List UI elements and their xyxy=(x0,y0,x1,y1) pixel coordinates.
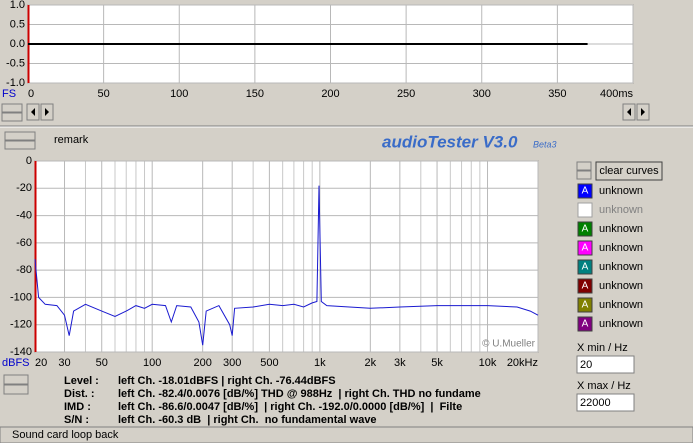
result-label: Level : xyxy=(64,375,99,387)
y-tick-label: 1.0 xyxy=(10,0,25,11)
channel-letter: A xyxy=(582,262,589,273)
channel-letter: A xyxy=(582,224,589,235)
y-tick-label: -1.0 xyxy=(6,77,25,89)
spin-down[interactable] xyxy=(1,112,23,122)
spin-up[interactable] xyxy=(1,103,23,113)
channel-swatch xyxy=(577,297,593,313)
x-tick-label: 20kHz xyxy=(507,357,538,369)
top-scroll-controls[interactable] xyxy=(1,103,650,122)
spin-up[interactable] xyxy=(4,131,36,141)
x-tick-label: 5k xyxy=(431,357,443,369)
channel-label: unknown xyxy=(599,261,643,273)
result-text: left Ch. -60.3 dB | right Ch. no fundame… xyxy=(118,414,377,426)
channel-label: unknown xyxy=(599,280,643,292)
y-tick-label: -60 xyxy=(16,237,32,249)
spin-up[interactable] xyxy=(3,374,29,385)
y-tick-label: -20 xyxy=(16,182,32,194)
x-axis-prefix: FS xyxy=(2,88,16,100)
result-label: Dist. : xyxy=(64,388,95,400)
xmin-label: X min / Hz xyxy=(577,342,628,354)
channel-label: unknown xyxy=(599,299,643,311)
channel-letter: A xyxy=(582,186,589,197)
y-tick-label: 0 xyxy=(26,155,32,167)
xmax-label: X max / Hz xyxy=(577,380,631,392)
x-tick-label: 10k xyxy=(479,357,497,369)
arrow-icon xyxy=(45,108,49,116)
status-text: Sound card loop back xyxy=(12,429,119,441)
spin-down[interactable] xyxy=(3,384,29,395)
channel-letter: A xyxy=(582,300,589,311)
x-tick-label: 300 xyxy=(473,88,491,100)
x-tick-label: 150 xyxy=(246,88,264,100)
channel-swatch xyxy=(577,240,593,256)
x-axis-prefix: dBFS xyxy=(2,357,30,369)
xmax-input[interactable] xyxy=(576,393,635,412)
x-tick-label: 1k xyxy=(314,357,326,369)
y-tick-label: -140 xyxy=(10,346,32,358)
channel-swatch xyxy=(577,202,593,218)
app-title: audioTester V3.0 xyxy=(382,132,518,151)
result-label: IMD : xyxy=(64,401,91,413)
channel-label: unknown xyxy=(599,204,643,216)
x-tick-label: 30 xyxy=(58,357,70,369)
y-tick-label: -0.5 xyxy=(6,57,25,69)
channel-swatch xyxy=(577,183,593,199)
y-tick-label: -100 xyxy=(10,291,32,303)
x-tick-label: 200 xyxy=(193,357,211,369)
xmin-value: 20 xyxy=(580,359,592,371)
plot-area xyxy=(34,160,539,353)
x-tick-label: 2k xyxy=(365,357,377,369)
spin-up[interactable] xyxy=(576,161,592,171)
x-tick-label: 50 xyxy=(96,357,108,369)
x-tick-label: 3k xyxy=(394,357,406,369)
result-text: left Ch. -86.6/0.0047 [dB/%] | right Ch.… xyxy=(118,401,462,413)
x-tick-label: 200 xyxy=(321,88,339,100)
arrow-icon xyxy=(641,108,645,116)
channel-label: unknown xyxy=(599,318,643,330)
channel-label: unknown xyxy=(599,185,643,197)
clear-curves-label: clear curves xyxy=(599,165,659,177)
x-tick-label: 400ms xyxy=(600,88,634,100)
status-bar xyxy=(0,426,693,443)
y-tick-label: -40 xyxy=(16,209,32,221)
x-tick-label: 250 xyxy=(397,88,415,100)
y-tick-label: -80 xyxy=(16,264,32,276)
xmax-value: 22000 xyxy=(580,397,611,409)
data-line xyxy=(34,185,539,346)
spin-down[interactable] xyxy=(576,170,592,180)
xmin-input[interactable] xyxy=(576,355,635,374)
x-tick-label: 300 xyxy=(223,357,241,369)
channel-label: unknown xyxy=(599,242,643,254)
clear-curves-button[interactable] xyxy=(595,161,663,181)
y-tick-label: 0.0 xyxy=(10,38,25,50)
channel-swatch xyxy=(577,221,593,237)
x-tick-label: 20 xyxy=(35,357,47,369)
channel-letter: A xyxy=(582,243,589,254)
channel-swatch xyxy=(577,259,593,275)
channel-swatch xyxy=(577,278,593,294)
result-label: S/N : xyxy=(64,414,89,426)
x-tick-label: 500 xyxy=(260,357,278,369)
x-tick-label: 350 xyxy=(548,88,566,100)
channel-letter: A xyxy=(582,319,589,330)
watermark: © U.Mueller xyxy=(482,339,536,350)
spin-down[interactable] xyxy=(4,140,36,150)
y-tick-label: 0.5 xyxy=(10,18,25,30)
x-tick-label: 100 xyxy=(143,357,161,369)
result-text: left Ch. -82.4/0.0076 [dB/%] THD @ 988Hz… xyxy=(118,388,481,400)
channel-letter: A xyxy=(582,281,589,292)
app-beta: Beta3 xyxy=(533,139,557,149)
x-tick-label: 50 xyxy=(98,88,110,100)
arrow-icon xyxy=(31,108,35,116)
channel-swatch xyxy=(577,316,593,332)
y-tick-label: -120 xyxy=(10,319,32,331)
remark-label: remark xyxy=(54,134,89,146)
arrow-icon xyxy=(627,108,631,116)
x-tick-label: 0 xyxy=(28,88,34,100)
channel-label: unknown xyxy=(599,223,643,235)
result-text: left Ch. -18.01dBFS | right Ch. -76.44dB… xyxy=(118,375,336,387)
x-tick-label: 100 xyxy=(170,88,188,100)
